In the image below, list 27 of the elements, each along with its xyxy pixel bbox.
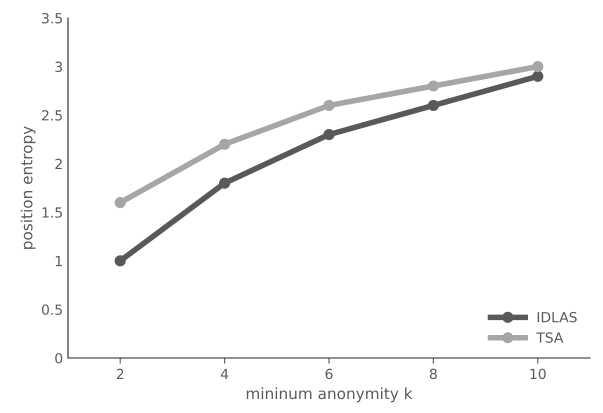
x-tick-label: 8: [430, 368, 437, 380]
x-tick-label: 10: [530, 368, 546, 380]
y-tick-label: 3: [55, 62, 62, 72]
y-tick-label: 2.5: [42, 110, 62, 121]
point: [532, 70, 544, 82]
point: [114, 197, 126, 208]
point: [532, 61, 544, 72]
y-tick-label: 1: [56, 256, 62, 266]
point: [323, 100, 335, 111]
legend-label: IDLAS: [538, 312, 577, 322]
point: [219, 178, 230, 189]
point: [428, 80, 439, 92]
y-tick-label: 0.5: [42, 304, 62, 315]
point: [323, 129, 335, 140]
y-tick-label: 2: [55, 158, 62, 169]
x-tick-label: 4: [220, 368, 228, 379]
x-tick-label: 6: [326, 368, 333, 380]
point: [114, 255, 126, 266]
y-axis-title: position entropy: [20, 126, 36, 249]
point: [428, 100, 439, 111]
x-axis-title: mininum anonymity k: [246, 387, 413, 402]
x-tick-label: 2: [116, 368, 124, 379]
y-tick-label: 3.5: [42, 12, 62, 24]
point: [219, 138, 230, 150]
y-tick-label: 0: [55, 352, 62, 364]
y-tick-label: 1.5: [42, 207, 62, 218]
legend-label: TSA: [536, 332, 564, 343]
